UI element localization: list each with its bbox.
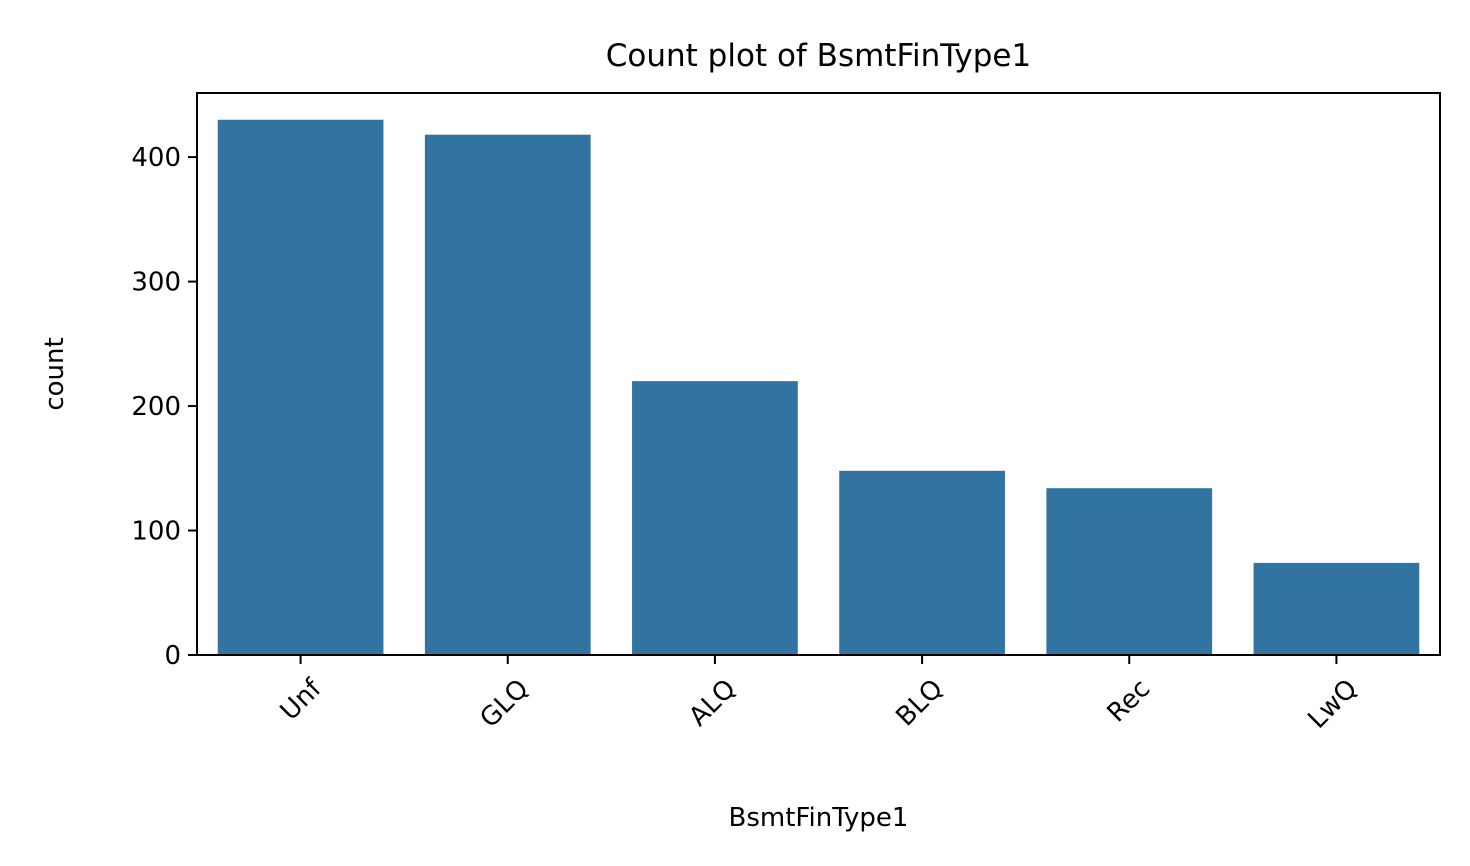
- bar-lwq: [1253, 562, 1420, 655]
- y-axis-ticks: 0 100 200 300 400: [131, 143, 197, 671]
- plot-frame: [196, 92, 1441, 656]
- chart-title: Count plot of BsmtFinType1: [606, 38, 1031, 74]
- y-tick-label: 0: [164, 641, 181, 671]
- x-axis-label: BsmtFinType1: [729, 803, 909, 833]
- bar-unf: [217, 119, 384, 655]
- y-tick-label: 300: [131, 268, 181, 298]
- bar-alq: [632, 381, 798, 655]
- bar-blq: [839, 470, 1005, 655]
- y-tick-label: 400: [131, 143, 181, 173]
- y-axis-label: count: [40, 337, 70, 410]
- y-tick-label: 100: [131, 517, 181, 547]
- bar-glq: [424, 134, 591, 655]
- bar-rec: [1046, 488, 1213, 655]
- bars-group: [217, 119, 1420, 655]
- y-tick-label: 200: [131, 392, 181, 422]
